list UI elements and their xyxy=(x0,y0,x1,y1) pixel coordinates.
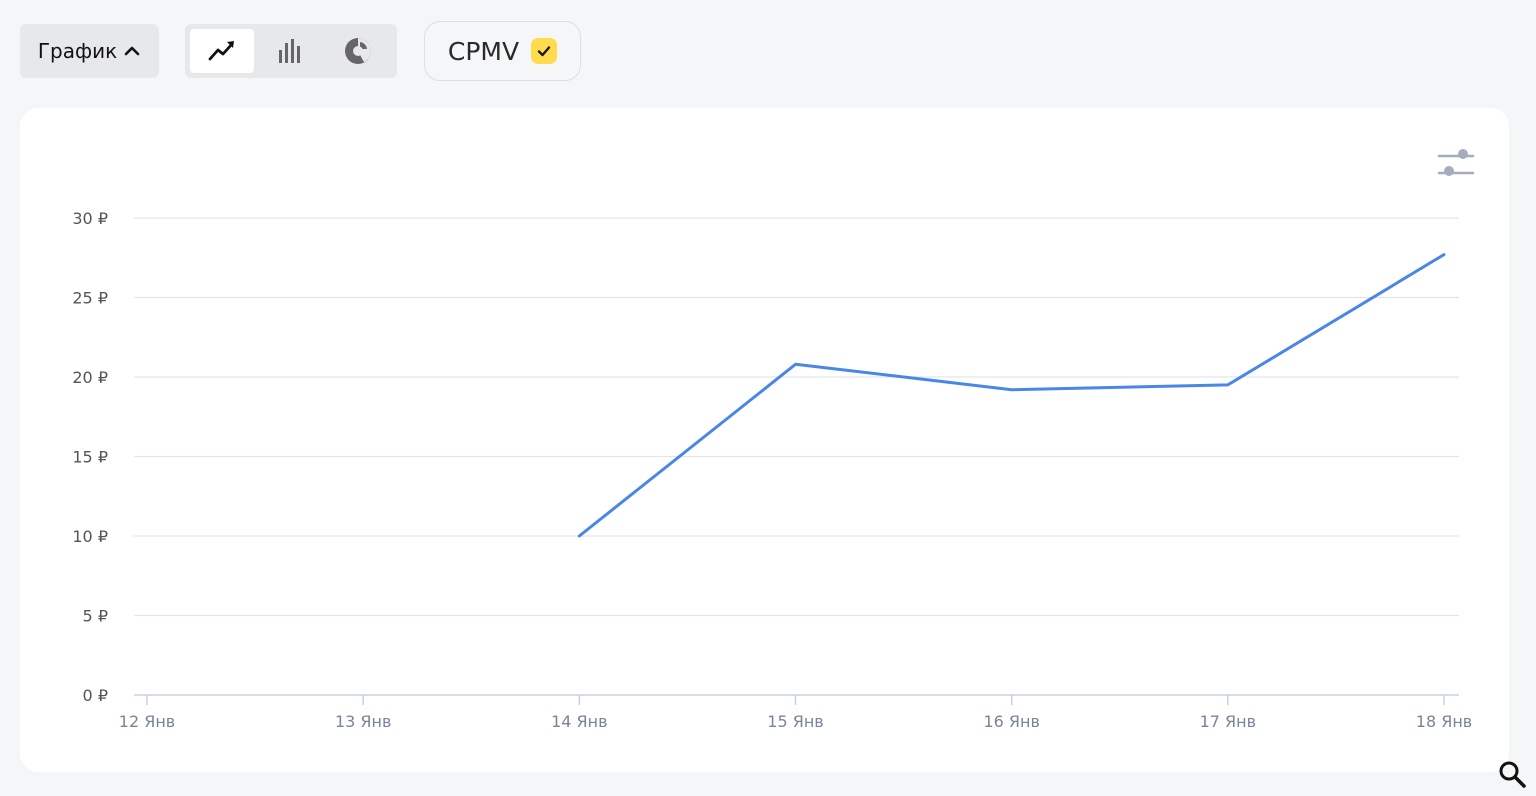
y-tick-label: 15 ₽ xyxy=(72,448,108,467)
metric-cpmv-toggle[interactable]: CPMV xyxy=(424,21,581,81)
x-tick-label: 16 Янв xyxy=(983,712,1039,731)
zoom-button[interactable] xyxy=(1496,758,1530,792)
magnifier-icon xyxy=(1499,761,1526,788)
bar-chart-button[interactable] xyxy=(258,29,322,73)
line-chart-icon xyxy=(208,41,234,61)
toolbar: График xyxy=(0,0,1536,100)
chart-card xyxy=(20,108,1509,772)
pie-chart-button[interactable] xyxy=(326,29,390,73)
y-tick-label: 30 ₽ xyxy=(72,209,108,228)
x-tick-label: 17 Янв xyxy=(1200,712,1256,731)
x-tick-label: 15 Янв xyxy=(767,712,823,731)
x-tick-label: 13 Янв xyxy=(335,712,391,731)
chart-view-toggle-button[interactable]: График xyxy=(20,24,159,78)
chart-settings-button[interactable] xyxy=(1436,146,1476,182)
chevron-up-icon xyxy=(124,46,140,56)
x-tick-label: 14 Янв xyxy=(551,712,607,731)
series-line xyxy=(577,253,1446,538)
x-tick-label: 12 Янв xyxy=(119,712,175,731)
line-chart-button[interactable] xyxy=(190,29,254,73)
chart-type-switcher xyxy=(185,24,397,78)
pie-chart-icon xyxy=(345,38,371,64)
x-tick-label: 18 Янв xyxy=(1416,712,1472,731)
metric-cpmv-label: CPMV xyxy=(447,36,520,66)
checkbox-checked-icon xyxy=(531,38,558,64)
sliders-icon xyxy=(1437,149,1475,176)
y-tick-label: 20 ₽ xyxy=(72,368,108,387)
bar-chart-icon xyxy=(279,39,300,63)
y-tick-label: 25 ₽ xyxy=(72,289,108,308)
y-tick-label: 0 ₽ xyxy=(83,686,108,705)
y-tick-label: 5 ₽ xyxy=(83,607,108,626)
chart-view-toggle-label: График xyxy=(37,39,118,63)
y-tick-label: 10 ₽ xyxy=(72,527,108,546)
